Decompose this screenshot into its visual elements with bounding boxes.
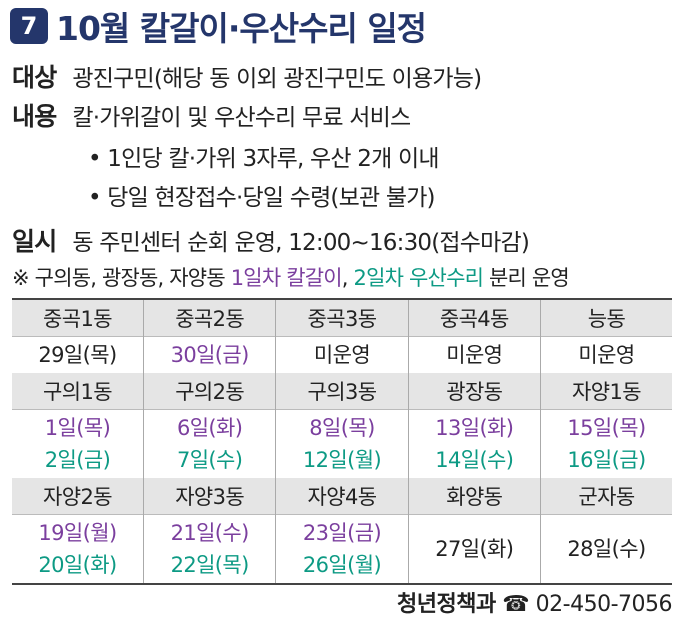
note-text: , bbox=[341, 266, 354, 290]
date: 19일(월) bbox=[38, 521, 117, 545]
header-row: 중곡1동 중곡2동 중곡3동 중곡4동 능동 bbox=[12, 298, 672, 337]
date-cell: 6일(화) 7일(수) bbox=[142, 409, 276, 478]
bullet: • 당일 현장접수·당일 수령(보관 불가) bbox=[88, 178, 436, 212]
date-row: 29일(목) 30일(금) 미운영 미운영 미운영 bbox=[12, 336, 672, 373]
note-umbrella: 2일차 우산수리 bbox=[353, 266, 484, 290]
district-name: 광장동 bbox=[407, 373, 541, 410]
info-row: 내용 칼·가위갈이 및 우산수리 무료 서비스 bbox=[12, 97, 411, 133]
date-cell: 미운영 bbox=[407, 336, 541, 373]
date: 26일(월) bbox=[302, 553, 382, 577]
title: 10월 칼갈이·우산수리 일정 bbox=[56, 9, 427, 48]
note: ※ 구의동, 광장동, 자양동 1일차 칼갈이, 2일차 우산수리 분리 운영 bbox=[12, 262, 570, 292]
date-cell: 19일(월) 20일(화) bbox=[12, 514, 144, 585]
district-name: 구의2동 bbox=[142, 373, 276, 410]
date: 30일(금) bbox=[170, 343, 250, 367]
district-name: 자양2동 bbox=[12, 478, 144, 515]
note-text: ※ 구의동, 광장동, 자양동 bbox=[12, 266, 231, 290]
note-text: 분리 운영 bbox=[483, 266, 570, 290]
footer: 청년정책과 ☎ 02-450-7056 bbox=[397, 586, 672, 618]
date: 27일(화) bbox=[435, 537, 514, 561]
date: 2일(금) bbox=[44, 448, 111, 472]
district-name: 중곡4동 bbox=[407, 298, 541, 337]
date-cell: 23일(금) 26일(월) bbox=[275, 514, 409, 585]
date: 12일(월) bbox=[302, 448, 382, 472]
date: 21일(수) bbox=[170, 521, 250, 545]
date-cell: 30일(금) bbox=[142, 336, 276, 373]
section-number: 7 bbox=[10, 8, 48, 44]
district-name: 군자동 bbox=[539, 478, 672, 515]
info-label: 내용 bbox=[12, 102, 57, 131]
date-row: 19일(월) 20일(화) 21일(수) 22일(목) 23일(금) 26일(월) 27일(… bbox=[12, 514, 672, 585]
date-cell: 1일(목) 2일(금) bbox=[12, 409, 144, 478]
date-row: 1일(목) 2일(금) 6일(화) 7일(수) 8일(목) 12일(월) 13일(화) 14일… bbox=[12, 409, 672, 478]
date: 미운영 bbox=[446, 343, 503, 367]
info-text: 동 주민센터 순회 운영, 12:00~16:30(접수마감) bbox=[72, 230, 530, 256]
date: 22일(목) bbox=[170, 553, 250, 577]
date: 미운영 bbox=[313, 343, 371, 367]
date: 6일(화) bbox=[176, 416, 243, 440]
info-row: 일시 동 주민센터 순회 운영, 12:00~16:30(접수마감) bbox=[12, 222, 530, 258]
district-name: 능동 bbox=[539, 298, 672, 337]
date: 16일(금) bbox=[567, 448, 646, 472]
district-name: 자양4동 bbox=[275, 478, 409, 515]
date: 20일(화) bbox=[38, 553, 117, 577]
date: 29일(목) bbox=[38, 343, 117, 367]
district-name: 자양1동 bbox=[539, 373, 672, 410]
info-text: 칼·가위갈이 및 우산수리 무료 서비스 bbox=[72, 105, 411, 131]
department: 청년정책과 bbox=[397, 592, 496, 617]
date: 7일(수) bbox=[176, 448, 243, 472]
district-name: 화양동 bbox=[407, 478, 541, 515]
date-cell: 15일(목) 16일(금) bbox=[539, 409, 672, 478]
date-cell: 27일(화) bbox=[407, 514, 541, 585]
date-cell: 미운영 bbox=[275, 336, 409, 373]
district-name: 구의3동 bbox=[275, 373, 409, 410]
district-name: 중곡2동 bbox=[142, 298, 276, 337]
bullet-text: 1인당 칼·가위 3자루, 우산 2개 이내 bbox=[107, 146, 439, 172]
date-cell: 28일(수) bbox=[539, 514, 672, 585]
header-row: 자양2동 자양3동 자양4동 화양동 군자동 bbox=[12, 478, 672, 515]
date: 23일(금) bbox=[302, 521, 382, 545]
date-cell: 13일(화) 14일(수) bbox=[407, 409, 541, 478]
header: 7 10월 칼갈이·우산수리 일정 bbox=[10, 2, 427, 50]
date-cell: 미운영 bbox=[539, 336, 672, 373]
district-name: 자양3동 bbox=[142, 478, 276, 515]
bullet-dot: • bbox=[88, 185, 102, 211]
phone: 02-450-7056 bbox=[535, 592, 673, 617]
bullet-dot: • bbox=[88, 146, 102, 172]
header-row: 구의1동 구의2동 구의3동 광장동 자양1동 bbox=[12, 373, 672, 410]
district-name: 구의1동 bbox=[12, 373, 144, 410]
info-row: 대상 광진구민(해당 동 이외 광진구민도 이용가능) bbox=[12, 58, 482, 94]
district-name: 중곡3동 bbox=[275, 298, 409, 337]
district-name: 중곡1동 bbox=[12, 298, 144, 337]
date: 8일(목) bbox=[309, 416, 375, 440]
bullet: • 1인당 칼·가위 3자루, 우산 2개 이내 bbox=[88, 139, 440, 173]
info-text: 광진구민(해당 동 이외 광진구민도 이용가능) bbox=[72, 66, 482, 92]
date: 1일(목) bbox=[44, 416, 111, 440]
bullet-text: 당일 현장접수·당일 수령(보관 불가) bbox=[107, 185, 435, 211]
note-knife: 1일차 칼갈이 bbox=[230, 266, 343, 290]
info-label: 대상 bbox=[12, 63, 57, 92]
date: 13일(화) bbox=[435, 416, 514, 440]
date: 28일(수) bbox=[567, 537, 646, 561]
date-cell: 29일(목) bbox=[12, 336, 144, 373]
date: 14일(수) bbox=[435, 448, 514, 472]
date-cell: 8일(목) 12일(월) bbox=[275, 409, 409, 478]
date-cell: 21일(수) 22일(목) bbox=[142, 514, 276, 585]
date: 미운영 bbox=[578, 343, 635, 367]
info-label: 일시 bbox=[12, 227, 57, 256]
date: 15일(목) bbox=[567, 416, 646, 440]
phone-icon: ☎ bbox=[502, 592, 530, 617]
